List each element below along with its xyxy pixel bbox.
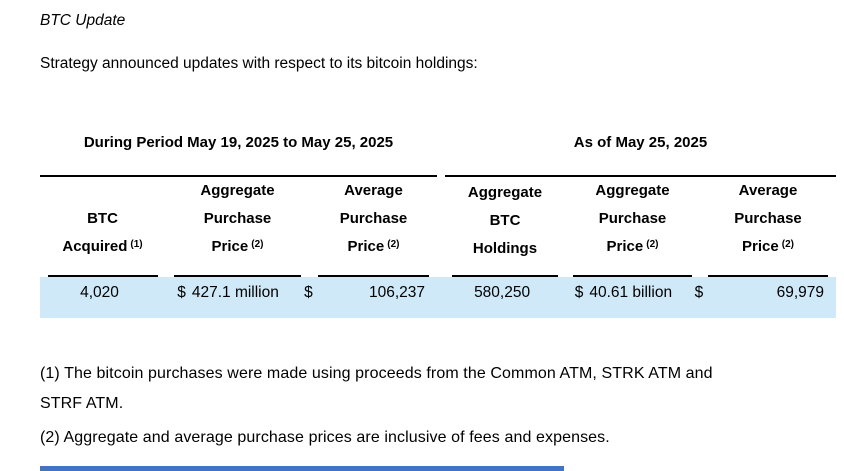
col-header-line: Purchase (598, 210, 667, 227)
col-header-line: Price (2) (742, 238, 794, 255)
footnote-marker-2: (2) (781, 239, 794, 250)
asof-column-headers: Aggregate BTC Holdings Aggregate Purchas… (445, 179, 836, 263)
currency-symbol: $ (574, 284, 584, 301)
footnote-marker-1: (1) (130, 239, 143, 250)
col-header-aggregate-purchase-price-asof: Aggregate Purchase Price (2) (565, 179, 700, 263)
column-rule (700, 275, 836, 277)
footnote-marker-2: (2) (251, 239, 264, 250)
col-header-line: Average (344, 182, 403, 199)
col-header-aggregate-purchase-price-period: Aggregate Purchase Price (2) (165, 179, 310, 263)
col-header-line: BTC (489, 212, 521, 229)
btc-acquired-value: 4,020 (80, 284, 119, 301)
section-header-during-period: During Period May 19, 2025 to May 25, 20… (40, 130, 437, 177)
section-header-as-of: As of May 25, 2025 (445, 130, 836, 177)
intro-text: Strategy announced updates with respect … (40, 55, 478, 72)
column-rule-row (40, 275, 836, 277)
col-header-line: Aggregate (467, 184, 543, 201)
col-header-average-purchase-price-asof: Average Purchase Price (2) (700, 179, 836, 263)
col-header-line: Price (2) (211, 238, 264, 255)
btc-holdings-table: During Period May 19, 2025 to May 25, 20… (40, 130, 836, 318)
col-header-line: Purchase (339, 210, 408, 227)
table-section-header-row: During Period May 19, 2025 to May 25, 20… (40, 130, 836, 177)
column-rule (310, 275, 437, 277)
col-header-line: Average (738, 182, 798, 199)
footnote-1-line-2: STRF ATM. (40, 395, 124, 412)
footnote-2: (2) Aggregate and average purchase price… (40, 429, 610, 446)
col-header-average-purchase-price-period: Average Purchase Price (2) (310, 179, 437, 263)
col-header-line: Acquired (1) (62, 238, 143, 255)
aggregate-purchase-price-period-value: $427.1 million (177, 284, 279, 301)
column-rule (565, 275, 700, 277)
average-purchase-price-asof-value: $69,979 (694, 284, 824, 301)
aggregate-purchase-price-asof-value: $40.61 billion (574, 284, 673, 301)
currency-symbol: $ (304, 284, 313, 301)
footnote-1: (1) The bitcoin purchases were made usin… (40, 359, 830, 419)
col-header-line: Price (2) (606, 238, 659, 255)
footnote-marker-2: (2) (646, 239, 659, 250)
column-rule (40, 275, 165, 277)
col-header-line: Price (2) (347, 238, 400, 255)
column-rule (165, 275, 310, 277)
highlighted-data-row: 4,020 $427.1 million $106,237 580,250 $4… (40, 277, 836, 318)
col-header-line: BTC (87, 210, 118, 227)
aggregate-btc-holdings-value: 580,250 (474, 284, 531, 301)
footnote-marker-2: (2) (387, 239, 400, 250)
col-header-line: Purchase (203, 210, 272, 227)
currency-symbol: $ (177, 284, 186, 301)
period-column-headers: BTC Acquired (1) Aggregate Purchase Price… (40, 179, 437, 263)
table-column-header-row: BTC Acquired (1) Aggregate Purchase Price… (40, 179, 836, 263)
col-header-line: Holdings (472, 240, 538, 257)
footnote-1-line-1: (1) The bitcoin purchases were made usin… (40, 365, 713, 382)
col-header-line: Purchase (734, 210, 802, 227)
column-rule (445, 275, 565, 277)
col-header-line: Aggregate (595, 182, 670, 199)
average-purchase-price-period-value: $106,237 (304, 284, 425, 301)
col-header-btc-acquired: BTC Acquired (1) (40, 179, 165, 263)
currency-symbol: $ (694, 284, 704, 301)
page-title: BTC Update (40, 12, 126, 29)
col-header-aggregate-btc-holdings: Aggregate BTC Holdings (445, 179, 565, 263)
col-header-line: Aggregate (200, 182, 275, 199)
bottom-accent-bar (40, 466, 564, 471)
